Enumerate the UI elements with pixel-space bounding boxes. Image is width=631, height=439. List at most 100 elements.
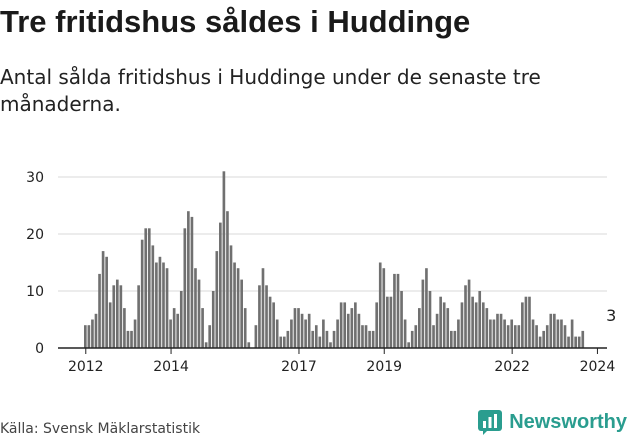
bar — [396, 273, 400, 348]
bar — [187, 211, 190, 348]
bar — [140, 239, 144, 348]
bar — [510, 319, 514, 348]
bar — [197, 279, 201, 348]
bar — [368, 330, 371, 348]
bar — [542, 330, 546, 348]
axes: 0 10 20 30 2012 2014 2017 2019 2022 2024 3 — [26, 170, 616, 375]
bar — [208, 325, 212, 348]
bar — [162, 262, 165, 348]
bar — [115, 279, 119, 348]
bar — [137, 285, 140, 348]
bar — [567, 336, 570, 348]
bar — [400, 291, 403, 348]
bar — [478, 291, 482, 348]
bar — [329, 342, 332, 348]
x-tick-label: 2024 — [580, 359, 616, 375]
bar — [528, 296, 531, 348]
brand-logo: Newsworthy — [477, 409, 627, 435]
bar — [215, 251, 219, 348]
chart-subtitle: Antal sålda fritidshus i Huddinge under … — [0, 65, 541, 116]
bar — [460, 302, 464, 348]
bar — [87, 325, 91, 348]
bar — [492, 319, 496, 348]
bar — [165, 268, 169, 348]
bar — [574, 336, 577, 348]
bar — [229, 245, 233, 348]
bar — [304, 319, 307, 348]
bar — [322, 319, 325, 348]
bar — [545, 325, 549, 348]
bar — [577, 336, 581, 348]
bar — [563, 325, 567, 348]
bar — [421, 279, 425, 348]
bar — [236, 268, 240, 348]
bar — [318, 336, 322, 348]
bar — [190, 216, 194, 348]
bar — [503, 319, 506, 348]
bar — [247, 342, 251, 348]
bar — [350, 308, 354, 348]
bar — [222, 171, 226, 348]
bar — [378, 262, 382, 348]
bar — [439, 296, 442, 348]
bar — [176, 313, 180, 348]
bar — [119, 285, 123, 348]
bar — [307, 313, 311, 348]
bar — [293, 308, 297, 348]
bar — [428, 291, 432, 348]
bar — [183, 228, 187, 348]
bar — [240, 279, 243, 348]
bar — [410, 330, 414, 348]
x-tick-label: 2017 — [281, 359, 317, 375]
bar — [219, 222, 222, 348]
bar — [179, 291, 183, 348]
bar — [336, 319, 339, 348]
y-tick-label: 30 — [26, 170, 44, 186]
bar — [513, 325, 517, 348]
bar — [91, 319, 94, 348]
bar — [403, 319, 407, 348]
bar — [325, 330, 329, 348]
bar — [300, 313, 304, 348]
bar — [279, 336, 283, 348]
bar — [524, 296, 528, 348]
bar — [535, 325, 538, 348]
bar — [481, 302, 485, 348]
bar — [354, 302, 357, 348]
bar — [172, 308, 176, 348]
bar — [549, 313, 553, 348]
bar — [151, 245, 155, 348]
bar — [485, 308, 489, 348]
bar — [314, 325, 318, 348]
bar — [581, 330, 585, 348]
bar — [144, 228, 148, 348]
bar — [389, 296, 393, 348]
bar — [133, 319, 137, 348]
bar — [471, 296, 474, 348]
bar-chart-speech-bubble-icon — [478, 410, 503, 435]
bar — [155, 262, 158, 348]
bar — [474, 302, 478, 348]
bar — [147, 228, 151, 348]
bar — [101, 251, 105, 348]
bar — [265, 285, 268, 348]
bar — [435, 313, 439, 348]
bar — [84, 325, 87, 348]
chart-title: Tre fritidshus såldes i Huddinge — [0, 4, 471, 39]
bar — [339, 302, 343, 348]
bar — [517, 325, 521, 348]
bar — [346, 313, 350, 348]
bar — [371, 330, 375, 348]
source-note: Källa: Svensk Mäklarstatistik — [0, 421, 201, 437]
bar — [570, 319, 574, 348]
bars — [84, 171, 585, 348]
bar — [158, 256, 162, 348]
bar — [297, 308, 300, 348]
bar — [286, 330, 290, 348]
bar — [126, 330, 130, 348]
bar — [226, 211, 229, 348]
bar — [393, 273, 396, 348]
bar — [332, 330, 336, 348]
bar — [506, 325, 510, 348]
bar — [457, 319, 460, 348]
